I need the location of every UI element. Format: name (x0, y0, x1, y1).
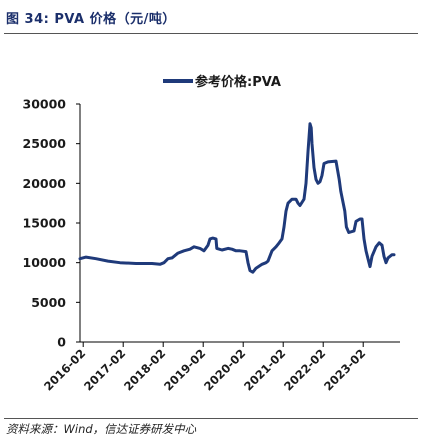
y-tick-label: 0 (57, 335, 66, 350)
source-note: 资料来源：Wind，信达证券研发中心 (6, 422, 197, 436)
x-tick-label: 2016-02 (41, 346, 88, 393)
y-tick-label: 20000 (23, 176, 67, 191)
x-axis-ticks: 2016-022017-022018-022019-022020-022021-… (41, 342, 368, 393)
x-tick-label: 2019-02 (161, 346, 208, 393)
x-tick-label: 2022-02 (281, 346, 328, 393)
title-rule (4, 33, 418, 34)
source-rule (4, 418, 418, 419)
series-line-pva (78, 122, 396, 274)
y-tick-label: 5000 (31, 295, 66, 310)
chart-legend: 参考价格:PVA (163, 74, 281, 90)
y-tick-label: 15000 (23, 216, 67, 231)
x-tick-label: 2018-02 (121, 346, 168, 393)
figure-title: 图 34: PVA 价格（元/吨） (6, 12, 176, 27)
y-axis-ticks: 0 5000 10000 15000 20000 25000 30000 (23, 97, 80, 350)
x-tick-label: 2021-02 (241, 346, 288, 393)
y-tick-label: 10000 (23, 255, 67, 270)
x-tick-label: 2017-02 (81, 346, 128, 393)
y-tick-label: 25000 (23, 136, 67, 151)
x-tick-label: 2023-02 (321, 346, 368, 393)
x-tick-label: 2020-02 (201, 346, 248, 393)
legend-label: 参考价格:PVA (195, 74, 281, 90)
y-tick-label: 30000 (23, 97, 67, 112)
